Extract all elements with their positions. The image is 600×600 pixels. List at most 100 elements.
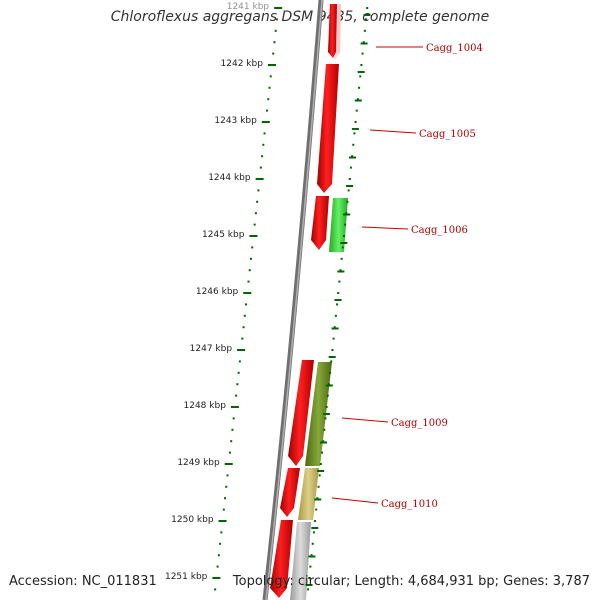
gene-label[interactable]: Cagg_1004 <box>426 43 483 54</box>
scale-dot <box>354 121 357 123</box>
scale-dot <box>249 257 252 260</box>
scale-dot <box>269 75 272 78</box>
kbp-label: 1251 kbp <box>165 572 208 582</box>
scale-dot <box>338 280 341 283</box>
scale-dot <box>224 497 227 500</box>
gene-label-leader <box>341 417 389 423</box>
scale-dot <box>339 269 342 272</box>
scale-dot <box>257 189 260 192</box>
gene-cagg-1004-core[interactable] <box>328 4 337 58</box>
scale-dot <box>319 463 322 465</box>
gene-cagg-1006-reverse[interactable] <box>311 196 329 250</box>
kbp-label: 1246 kbp <box>196 287 239 297</box>
gene-cagg-1007[interactable] <box>288 360 314 466</box>
accession-text: Accession: NC_011831 <box>9 574 157 589</box>
scale-dot <box>359 75 362 78</box>
scale-dot <box>365 18 368 21</box>
scale-dot <box>316 497 319 500</box>
sequence-backbone <box>262 0 324 600</box>
scale-dot <box>331 349 334 351</box>
scale-dot <box>322 440 325 443</box>
scale-dot <box>273 41 276 44</box>
scale-dot <box>334 314 337 317</box>
gene-label[interactable]: Cagg_1009 <box>391 418 448 429</box>
scale-dot <box>360 64 363 66</box>
scale-dot <box>256 200 259 203</box>
gene-cagg-1010-reverse[interactable] <box>270 520 293 598</box>
gene-label-leader <box>369 129 417 134</box>
map-title: Chloroflexus aggregans DSM 9485, complet… <box>110 9 490 25</box>
kbp-labels: 1241 kbp 1242 kbp 1243 kbp 1244 kbp 1245 kbp… <box>165 2 269 582</box>
scale-dot <box>261 155 264 158</box>
scale-dot <box>358 86 361 89</box>
scale-dot <box>225 485 228 488</box>
scale-dot <box>230 440 233 443</box>
scale-dot <box>329 371 332 374</box>
scale-dot <box>326 394 329 397</box>
scale-dot <box>308 577 311 579</box>
scale-dot <box>333 326 336 329</box>
scale-dot <box>237 371 240 374</box>
scale-dot <box>217 554 220 557</box>
scale-dot <box>214 588 217 591</box>
scale-dot <box>238 360 241 363</box>
scale-dot <box>275 18 278 21</box>
scale-dot <box>267 98 270 101</box>
scale-dot <box>363 29 366 32</box>
scale-dot <box>307 588 310 591</box>
gene-label-leader <box>331 497 379 504</box>
scale-dot <box>323 428 326 431</box>
scale-dot <box>317 485 320 488</box>
kbp-label: 1241 kbp <box>227 2 270 12</box>
gene-label[interactable]: Cagg_1010 <box>381 499 438 510</box>
scale-dot <box>216 565 219 568</box>
scale-dot <box>263 132 266 135</box>
gene-cagg-1005[interactable] <box>317 64 339 193</box>
scale-dot <box>345 212 348 215</box>
gene-cagg-1006[interactable] <box>329 198 348 252</box>
gene-cagg-1010[interactable] <box>298 468 319 520</box>
scale-dot <box>235 394 238 397</box>
scale-dot <box>245 303 248 306</box>
scale-dot <box>347 189 350 192</box>
gene-cagg-1011[interactable] <box>290 522 311 600</box>
kbp-label: 1250 kbp <box>171 515 214 525</box>
scale-dot <box>324 417 327 420</box>
scale-dot <box>348 178 351 180</box>
scale-dot <box>272 52 275 55</box>
gene-cagg-1008[interactable] <box>280 468 300 517</box>
scale-dot <box>325 406 328 408</box>
scale-dot <box>242 326 245 329</box>
scale-dot <box>310 554 313 557</box>
kbp-label: 1243 kbp <box>214 116 257 126</box>
scale-dot <box>341 246 344 249</box>
scale-dot <box>353 132 356 135</box>
scale-dot <box>254 212 257 215</box>
scale-dot <box>220 531 223 534</box>
scale-left-ticks <box>212 7 283 591</box>
scale-dot <box>337 292 340 294</box>
genome-summary-text: Topology: circular; Length: 4,684,931 bp… <box>232 574 590 589</box>
scale-dot <box>247 280 250 283</box>
scale-dot <box>355 109 358 112</box>
scale-dot <box>248 269 251 272</box>
scale-dot <box>236 383 239 386</box>
gene-cagg-1009[interactable] <box>305 362 332 466</box>
gene-label[interactable]: Cagg_1006 <box>411 225 468 236</box>
scale-dot <box>274 29 277 32</box>
gene-labels: Cagg_1004 Cagg_1005 Cagg_1006 Cagg_1009 Cagg… <box>331 43 483 510</box>
scale-dot <box>344 223 347 226</box>
scale-dot <box>315 508 318 511</box>
scale-dot <box>332 337 335 340</box>
scale-right-ticks <box>305 7 371 591</box>
sequence-backbone-highlight <box>265 0 323 600</box>
scale-dot <box>228 451 231 454</box>
gene-label[interactable]: Cagg_1005 <box>419 129 476 140</box>
scale-dot <box>226 474 229 477</box>
gene-label-leader <box>361 226 409 230</box>
scale-dot <box>346 200 349 203</box>
scale-dot <box>366 7 369 9</box>
scale-dot <box>330 360 333 363</box>
scale-dot <box>251 246 254 249</box>
